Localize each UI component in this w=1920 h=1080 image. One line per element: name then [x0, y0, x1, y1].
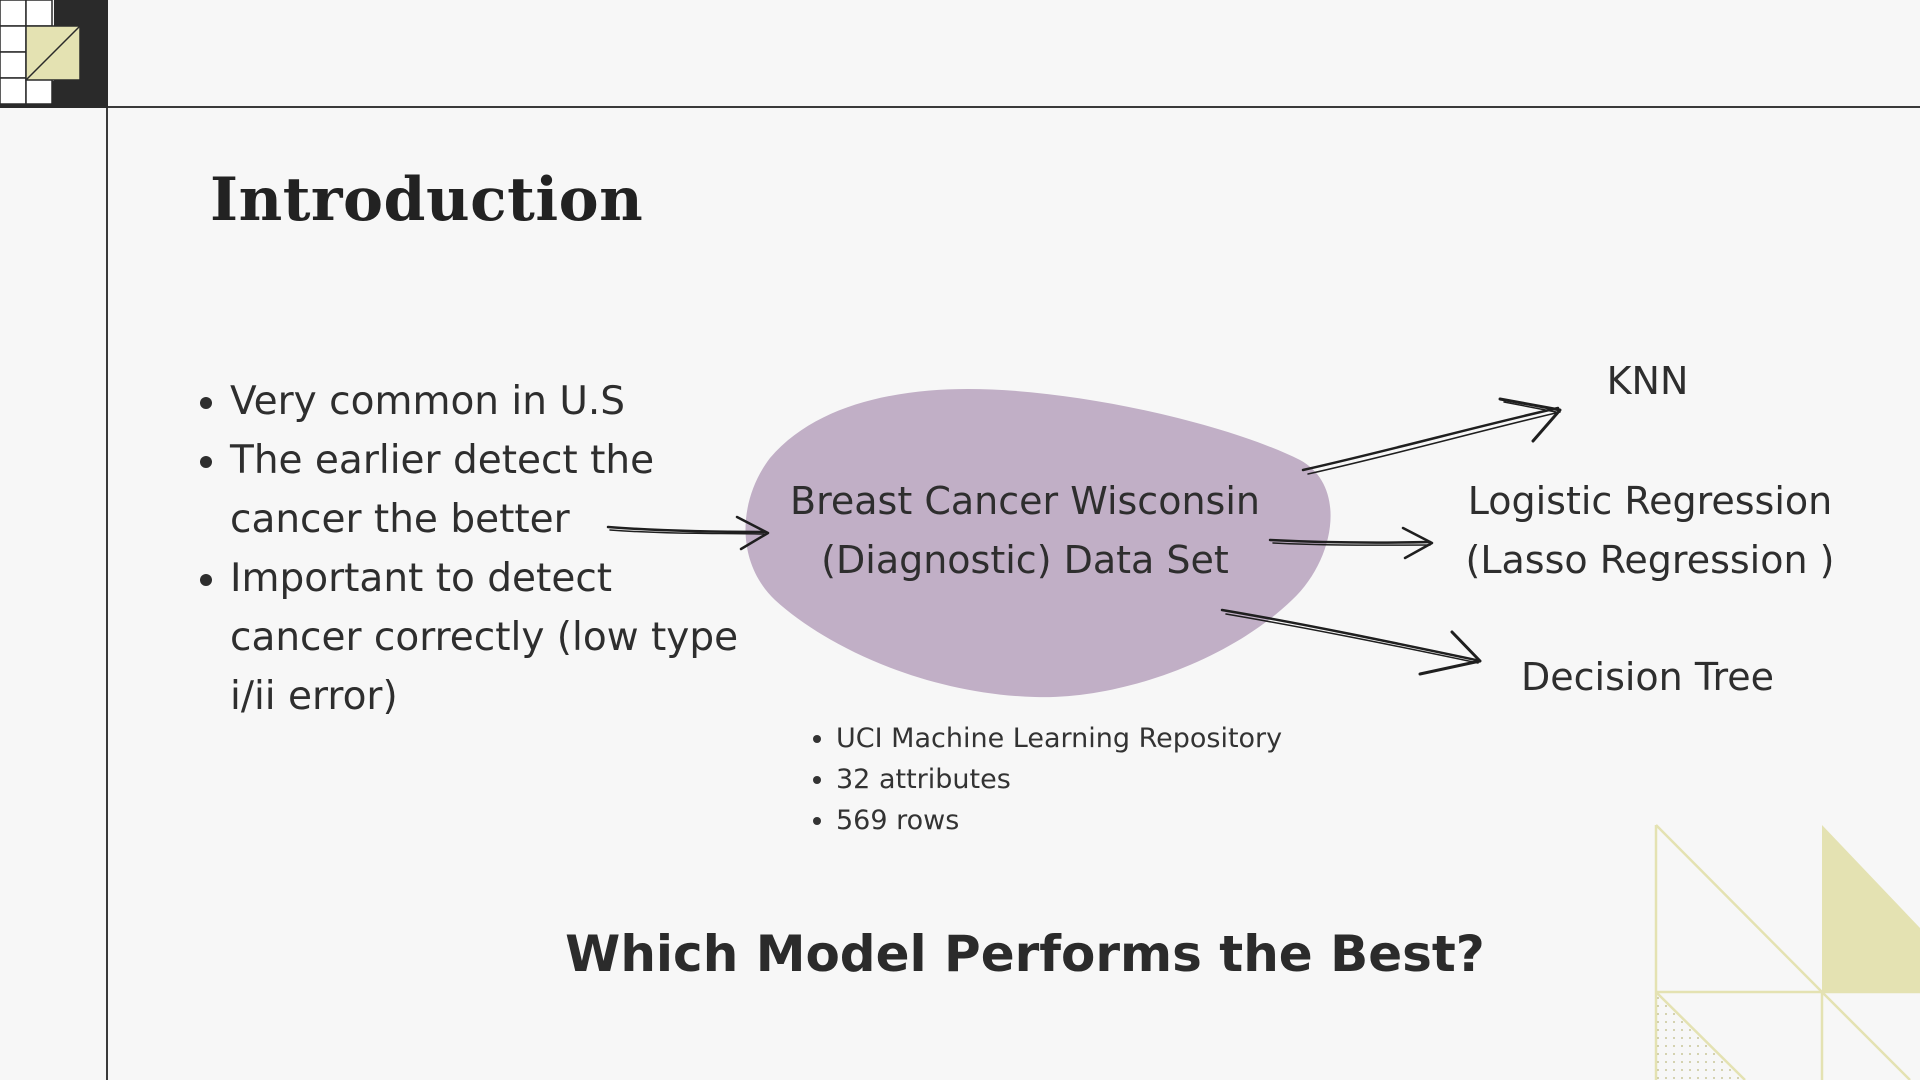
list-item: UCI Machine Learning Repository	[836, 718, 1282, 759]
dataset-label-line2: (Diagnostic) Data Set	[821, 538, 1229, 582]
list-item: 32 attributes	[836, 759, 1282, 800]
list-item: Very common in U.S	[230, 372, 750, 431]
question-heading: Which Model Performs the Best?	[565, 925, 1485, 983]
list-item: 569 rows	[836, 800, 1282, 841]
list-item: The earlier detect the cancer the better	[230, 431, 750, 549]
model-logistic-regression-label: Logistic Regression (Lasso Regression )	[1430, 472, 1870, 590]
dataset-label-line1: Breast Cancer Wisconsin	[790, 479, 1260, 523]
model-lr-line1: Logistic Regression	[1467, 479, 1833, 523]
model-knn-label: KNN	[1606, 359, 1689, 403]
list-item: Important to detect cancer correctly (lo…	[230, 549, 750, 726]
dataset-label: Breast Cancer Wisconsin (Diagnostic) Dat…	[745, 472, 1305, 590]
geometric-triangles-decoration	[1654, 824, 1920, 1080]
dataset-details-list: UCI Machine Learning Repository 32 attri…	[808, 718, 1282, 841]
top-divider-line	[107, 106, 1920, 108]
left-divider-line	[106, 106, 108, 1080]
corner-grid-decoration	[0, 0, 108, 108]
page-title: Introduction	[210, 165, 644, 235]
model-lr-line2: (Lasso Regression )	[1465, 538, 1835, 582]
model-decision-tree-label: Decision Tree	[1520, 655, 1775, 699]
intro-bullet-list: Very common in U.S The earlier detect th…	[188, 372, 750, 726]
